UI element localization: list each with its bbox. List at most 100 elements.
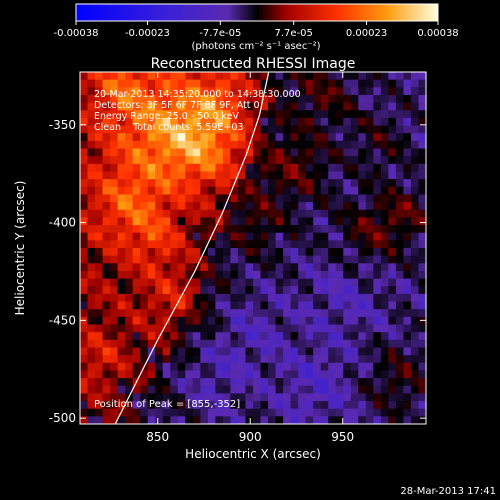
- heatmap-cell: [260, 163, 269, 173]
- heatmap-cell: [290, 301, 299, 310]
- heatmap-cell: [87, 110, 96, 119]
- heatmap-cell: [80, 255, 89, 264]
- heatmap-cell: [395, 102, 405, 111]
- heatmap-cell: [395, 362, 405, 372]
- heatmap-cell: [177, 416, 186, 424]
- heatmap-cell: [102, 393, 111, 402]
- heatmap-cell: [207, 255, 216, 264]
- heatmap-cell: [388, 133, 397, 142]
- heatmap-cell: [177, 79, 186, 88]
- heatmap-cell: [245, 186, 254, 196]
- heatmap-cell: [388, 362, 397, 372]
- heatmap-cell: [328, 416, 337, 424]
- heatmap-cell: [260, 263, 269, 272]
- heatmap-cell: [207, 385, 216, 394]
- heatmap-cell: [380, 316, 389, 326]
- heatmap-cell: [125, 270, 134, 280]
- heatmap-cell: [140, 225, 149, 234]
- heatmap-cell: [87, 248, 96, 257]
- heatmap-cell: [350, 156, 359, 165]
- heatmap-cell: [125, 140, 134, 150]
- heatmap-cell: [117, 87, 126, 96]
- heatmap-cell: [380, 378, 389, 387]
- heatmap-cell: [170, 140, 179, 150]
- heatmap-cell: [230, 339, 239, 349]
- heatmap-cell: [418, 133, 426, 142]
- heatmap-cell: [177, 278, 186, 287]
- heatmap-cell: [305, 72, 314, 81]
- heatmap-cell: [110, 309, 119, 318]
- heatmap-cell: [102, 148, 111, 157]
- heatmap-cell: [207, 416, 216, 424]
- heatmap-cell: [268, 72, 277, 81]
- heatmap-cell: [237, 179, 247, 188]
- heatmap-cell: [268, 117, 277, 127]
- heatmap-cell: [147, 293, 156, 303]
- heatmap-cell: [110, 87, 119, 96]
- heatmap-cell: [140, 217, 149, 226]
- heatmap-cell: [162, 186, 171, 196]
- heatmap-cell: [245, 102, 254, 111]
- heatmap-cell: [418, 209, 426, 218]
- heatmap-cell: [215, 339, 224, 349]
- heatmap-cell: [298, 370, 307, 379]
- heatmap-cell: [230, 110, 239, 119]
- heatmap-cell: [222, 186, 232, 196]
- heatmap-cell: [395, 133, 405, 142]
- heatmap-cell: [185, 309, 194, 318]
- heatmap-cell: [207, 186, 216, 196]
- heatmap-cell: [140, 232, 149, 241]
- heatmap-cell: [283, 202, 292, 211]
- heatmap-cell: [290, 263, 299, 272]
- heatmap-cell: [102, 248, 111, 257]
- heatmap-cell: [245, 301, 254, 310]
- heatmap-cell: [117, 255, 126, 264]
- heatmap-cell: [177, 362, 186, 372]
- heatmap-cell: [132, 156, 141, 165]
- heatmap-cell: [237, 255, 247, 264]
- heatmap-cell: [207, 110, 216, 119]
- heatmap-cell: [335, 270, 344, 280]
- heatmap-cell: [95, 385, 104, 394]
- heatmap-cell: [253, 217, 262, 226]
- heatmap-cell: [335, 355, 344, 364]
- heatmap-cell: [177, 140, 186, 150]
- heatmap-cell: [245, 293, 254, 303]
- heatmap-cell: [117, 393, 126, 402]
- heatmap-cell: [320, 324, 329, 333]
- heatmap-cell: [305, 309, 314, 318]
- x-axis-label: Heliocentric X (arcsec): [185, 447, 321, 461]
- heatmap-cell: [313, 378, 322, 387]
- heatmap-cell: [230, 209, 239, 218]
- heatmap-cell: [237, 209, 247, 218]
- heatmap-cell: [298, 316, 307, 326]
- heatmap-cell: [102, 79, 111, 88]
- heatmap-cell: [335, 309, 344, 318]
- heatmap-cell: [192, 408, 201, 417]
- heatmap-cell: [132, 370, 141, 379]
- heatmap-cell: [110, 125, 119, 134]
- heatmap-cell: [117, 278, 126, 287]
- heatmap-cell: [395, 370, 405, 379]
- annotation-total-counts: Clean Total counts: 5.59E+03: [94, 122, 243, 133]
- heatmap-cell: [95, 255, 104, 264]
- heatmap-cell: [222, 225, 232, 234]
- heatmap-cell: [350, 324, 359, 333]
- heatmap-cell: [275, 416, 284, 424]
- heatmap-cell: [365, 72, 374, 81]
- heatmap-cell: [328, 393, 337, 402]
- heatmap-cell: [95, 378, 104, 387]
- heatmap-cell: [313, 385, 322, 394]
- heatmap-cell: [177, 110, 186, 119]
- heatmap-cell: [283, 355, 292, 364]
- heatmap-cell: [132, 194, 141, 203]
- heatmap-cell: [230, 248, 239, 257]
- heatmap-cell: [102, 370, 111, 379]
- heatmap-cell: [207, 286, 216, 295]
- heatmap-cell: [132, 87, 141, 96]
- heatmap-cell: [125, 401, 134, 410]
- heatmap-cell: [95, 309, 104, 318]
- heatmap-cell: [305, 355, 314, 364]
- heatmap-cell: [125, 324, 134, 333]
- heatmap-cell: [80, 393, 89, 402]
